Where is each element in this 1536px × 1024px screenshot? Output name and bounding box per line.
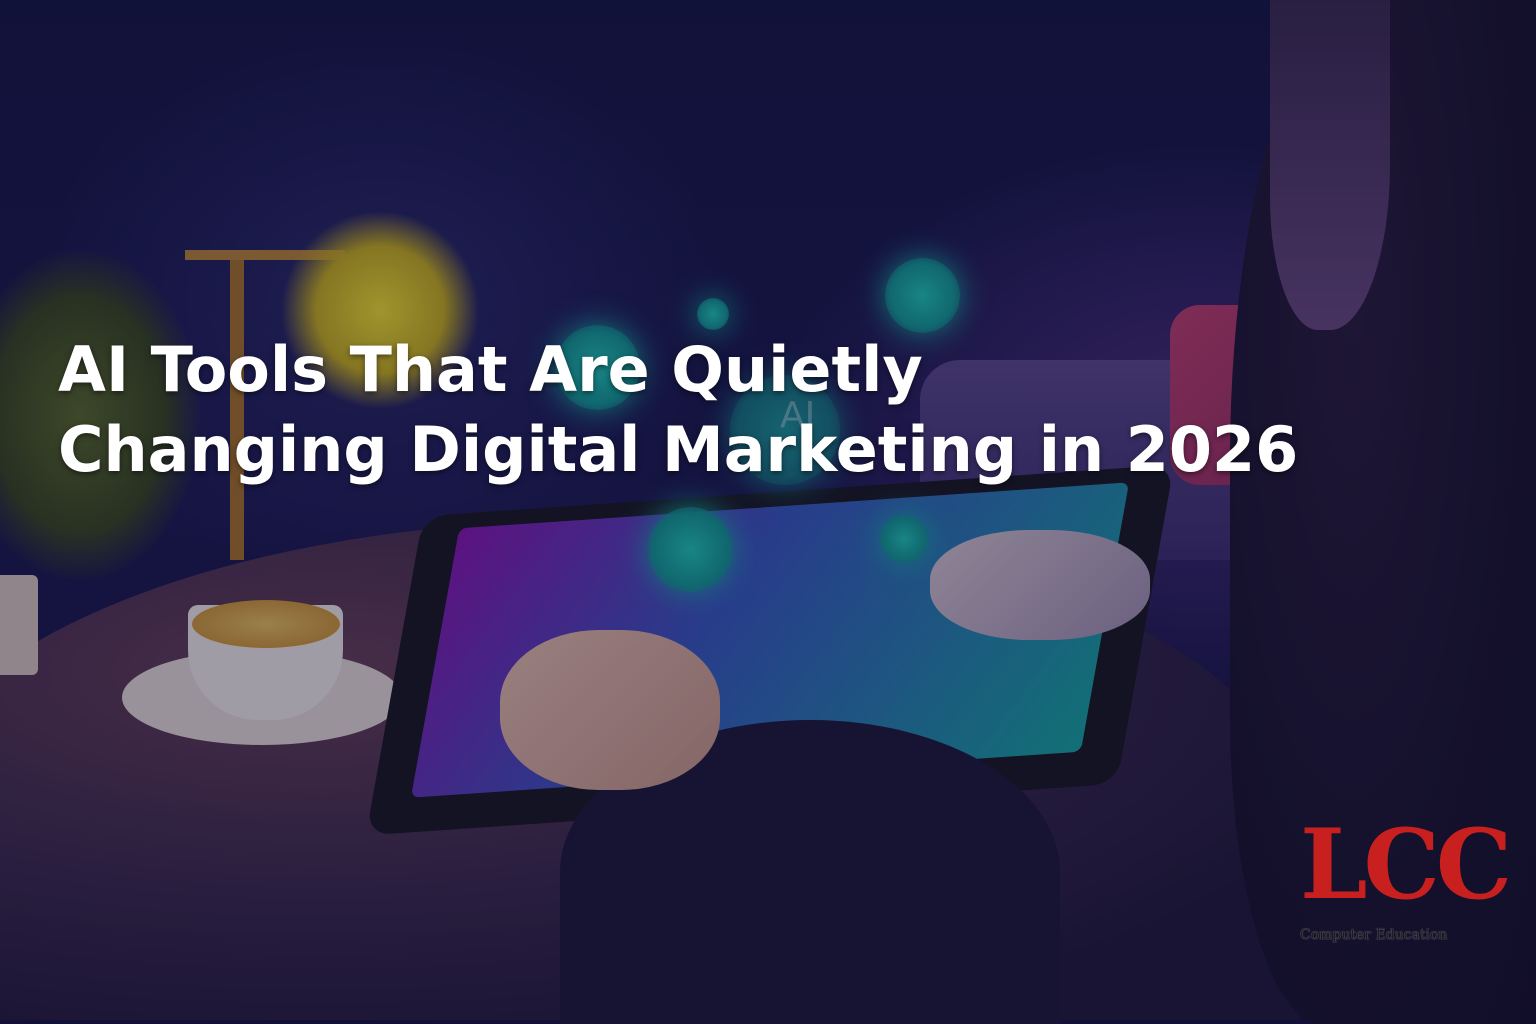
right-hand [930,530,1150,640]
plant [0,250,200,580]
ai-floating-label: AI [780,395,816,436]
ai-node [555,325,640,410]
lcc-logo: LCC Computer Education [1300,808,1512,965]
ai-node [697,298,729,330]
ai-node [885,258,960,333]
lamp-light [280,210,480,410]
title-line-2: Changing Digital Marketing in 2026 [58,413,1299,486]
title-line-1: AI Tools That Are Quietly [58,333,923,406]
lamp-arm [185,250,345,260]
hero-title: AI Tools That Are Quietly Changing Digit… [58,330,1298,490]
lamp-pole [230,260,244,560]
logo-letters: LCC [1300,808,1512,921]
ai-node [730,375,840,485]
ai-node [880,515,928,563]
left-hand [500,630,720,790]
coffee [192,600,340,648]
ai-node [648,507,733,592]
person-face [1270,0,1390,330]
plant-pot [0,575,38,675]
logo-subtitle: Computer Education [1300,927,1448,943]
